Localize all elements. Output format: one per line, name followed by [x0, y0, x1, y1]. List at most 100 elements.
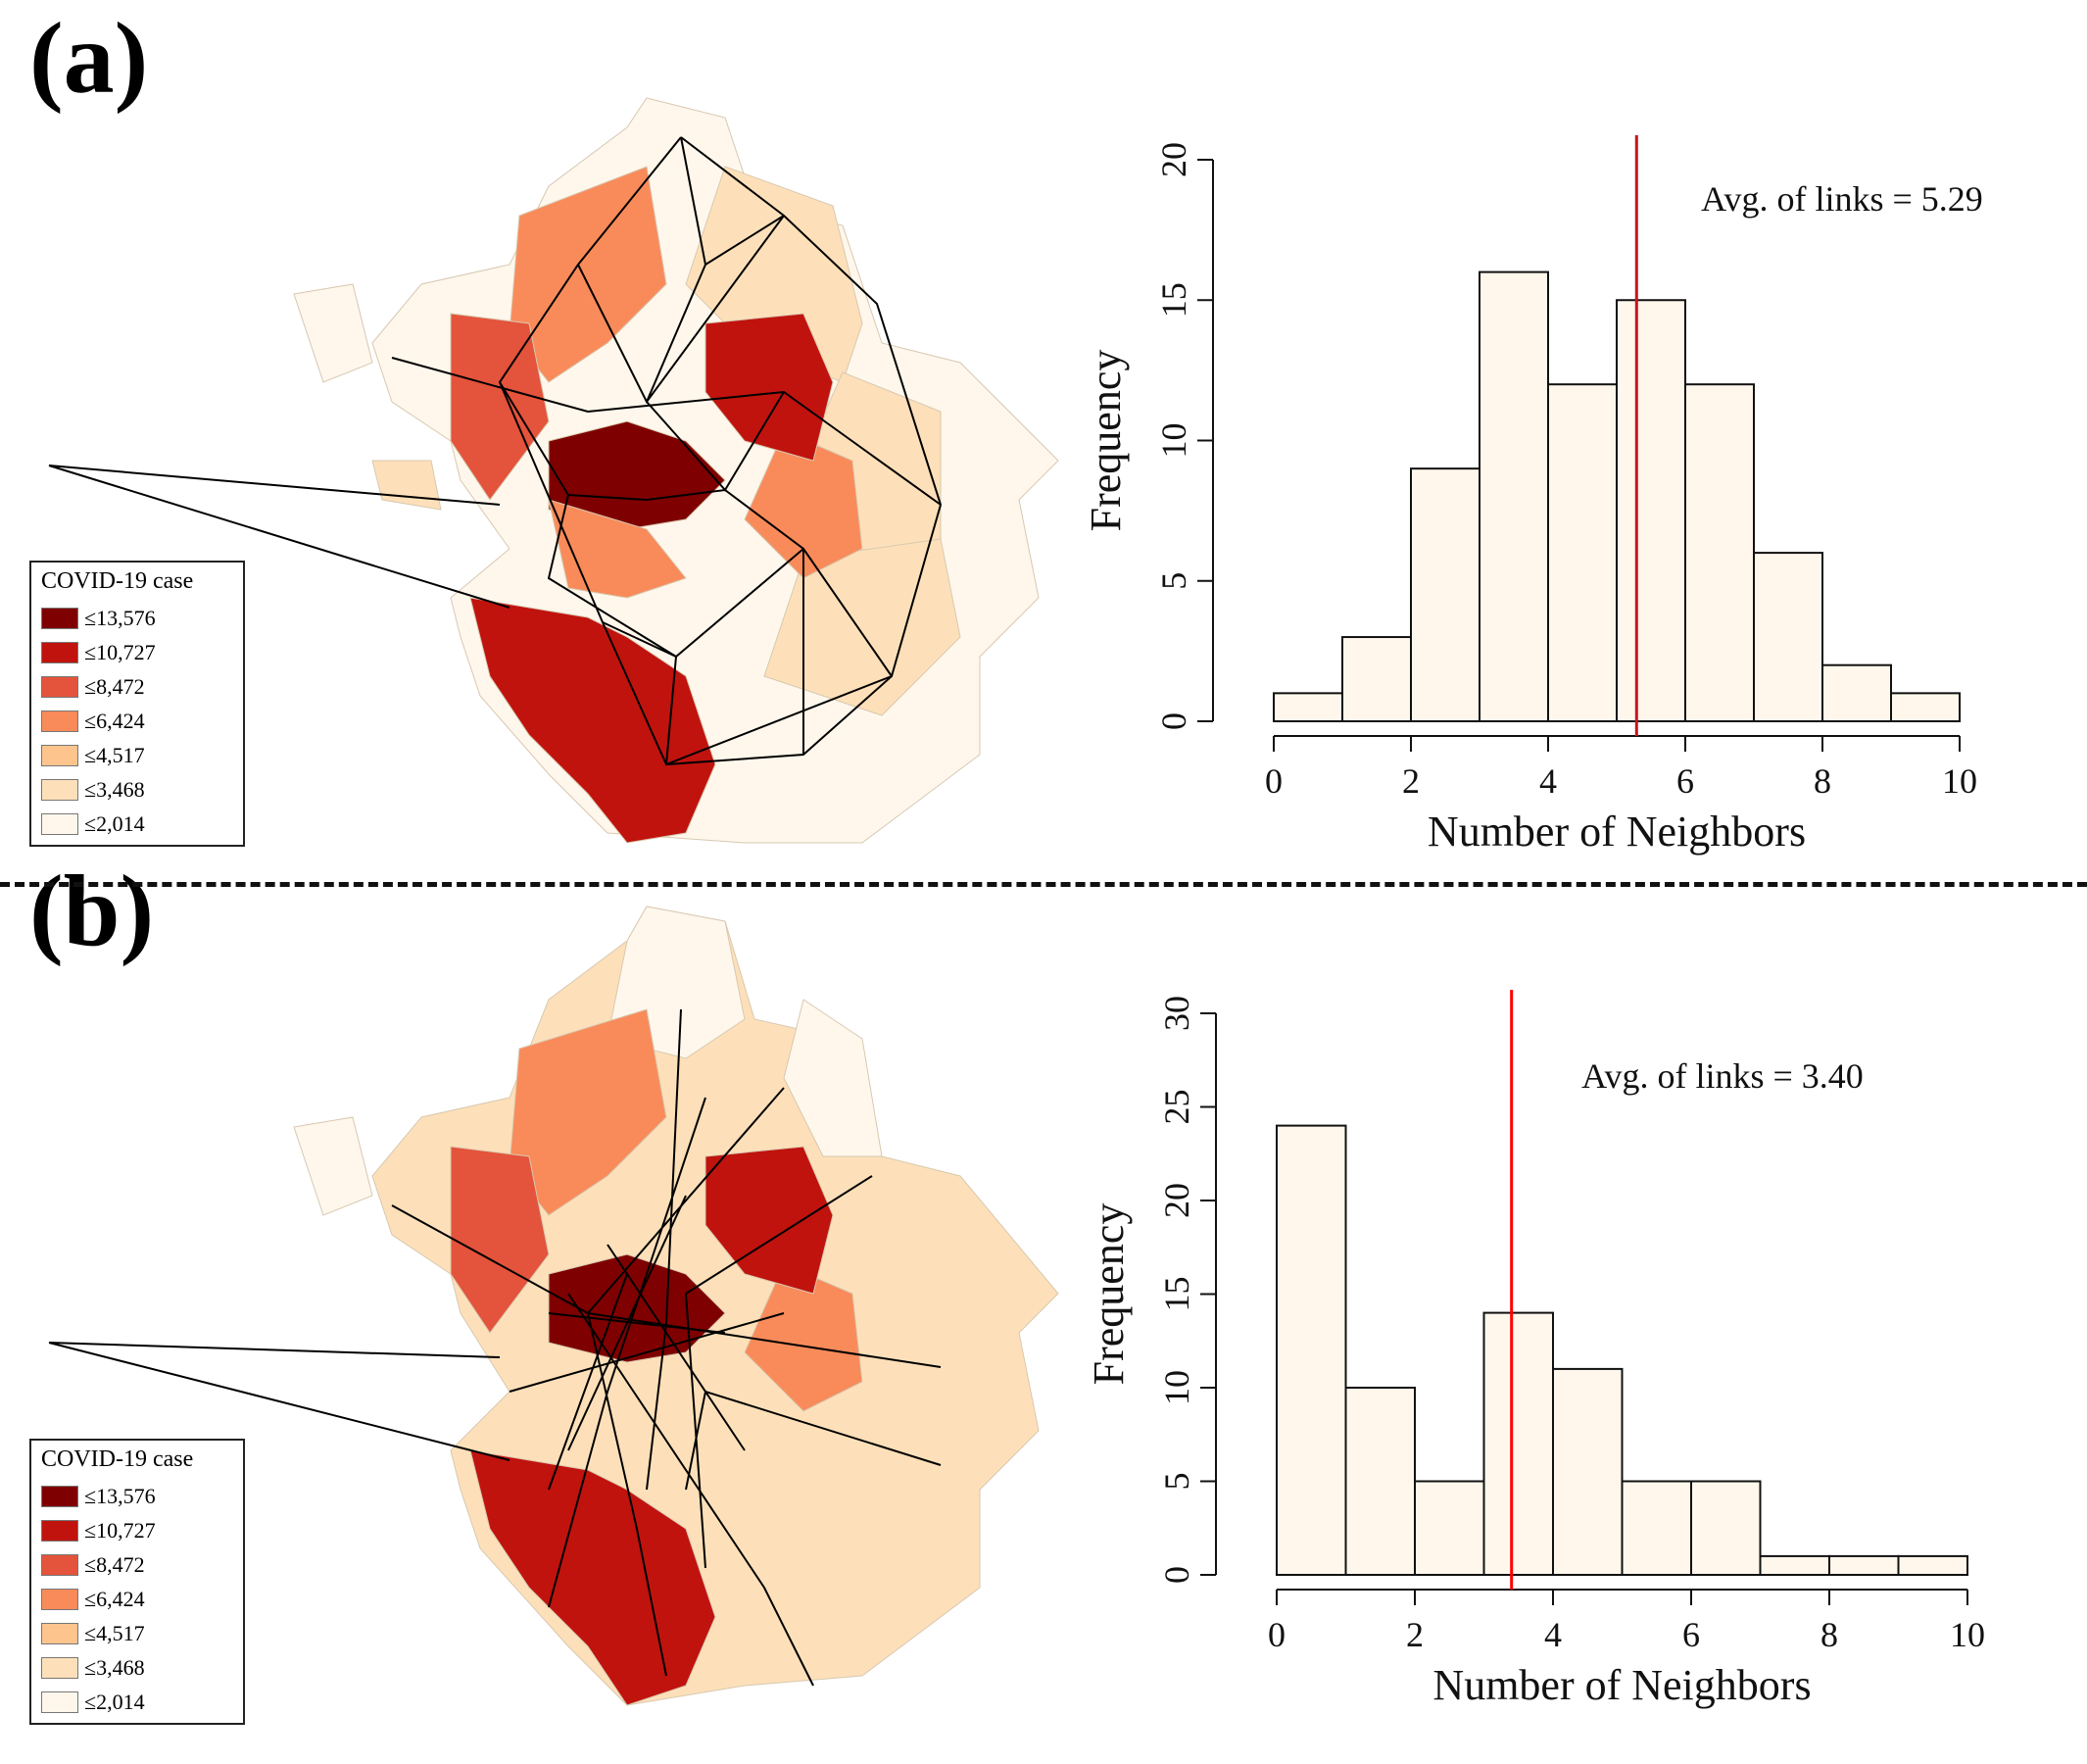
legend-item: ≤10,727 — [41, 635, 233, 669]
y-tick-label: 5 — [1157, 1473, 1196, 1491]
histogram-bar — [1273, 692, 1343, 722]
legend-item: ≤10,727 — [41, 1513, 233, 1547]
y-tick-label: 25 — [1157, 1090, 1196, 1125]
y-axis-label: Frequency — [1082, 350, 1130, 532]
legend-label: ≤3,468 — [84, 776, 145, 802]
x-tick-label: 0 — [1268, 1615, 1286, 1654]
legend-item: ≤8,472 — [41, 1547, 233, 1582]
x-tick-label: 8 — [1814, 761, 1831, 801]
legend-label: ≤8,472 — [84, 1551, 145, 1577]
legend-label: ≤10,727 — [84, 639, 156, 664]
legend-label: ≤4,517 — [84, 742, 145, 767]
legend-swatch — [41, 778, 78, 801]
histogram-bar — [1690, 1480, 1762, 1576]
x-tick-label: 10 — [1942, 761, 1977, 801]
y-tick-label: 15 — [1154, 282, 1193, 318]
x-tick-label: 2 — [1406, 1615, 1424, 1654]
x-tick-label: 4 — [1539, 761, 1557, 801]
x-axis-label: Number of Neighbors — [1432, 1661, 1811, 1709]
histogram-a: 0 5 10 15 20 0 2 4 6 8 10 Number of Neighbors Freque… — [1082, 135, 1983, 856]
y-tick-label: 5 — [1154, 572, 1193, 590]
histogram-bar — [1621, 1480, 1692, 1576]
x-axis-label: Number of Neighbors — [1428, 808, 1806, 856]
mean-annotation: Avg. of links = 3.40 — [1581, 1056, 1864, 1096]
map-regions — [293, 97, 1059, 844]
legend-title: COVID-19 case — [41, 568, 194, 594]
legend-label: ≤6,424 — [84, 708, 145, 733]
neighbor-links — [48, 1008, 942, 1687]
histogram-bar — [1482, 1311, 1554, 1576]
legend-label: ≤13,576 — [84, 605, 156, 630]
legend-swatch — [41, 675, 78, 698]
histogram-bar — [1410, 467, 1480, 722]
map-a — [48, 97, 1059, 844]
y-tick-label: 10 — [1154, 423, 1193, 459]
histogram-bar — [1897, 1554, 1968, 1577]
legend-item: ≤13,576 — [41, 1479, 233, 1513]
legend-item: ≤3,468 — [41, 1650, 233, 1685]
x-tick-label: 10 — [1950, 1615, 1985, 1654]
y-axis-label: Frequency — [1085, 1203, 1133, 1386]
x-tick-label: 6 — [1676, 761, 1694, 801]
legend-label: ≤4,517 — [84, 1620, 145, 1645]
legend-label: ≤2,014 — [84, 810, 145, 836]
panel-label-b: (b) — [29, 855, 155, 967]
legend-swatch — [41, 641, 78, 663]
legend-swatch — [41, 1553, 78, 1576]
x-tick-label: 8 — [1820, 1615, 1838, 1654]
y-tick-label: 30 — [1157, 996, 1196, 1031]
legend-swatch — [41, 1622, 78, 1644]
legend-label: ≤8,472 — [84, 673, 145, 699]
histogram-bar — [1276, 1124, 1347, 1576]
legend-swatch — [41, 1588, 78, 1610]
legend-swatch — [41, 1485, 78, 1507]
legend-item: ≤6,424 — [41, 704, 233, 738]
legend-item: ≤2,014 — [41, 807, 233, 841]
map-b — [48, 906, 1059, 1706]
legend-label: ≤6,424 — [84, 1586, 145, 1611]
histogram-bar — [1552, 1367, 1624, 1576]
histogram-bar — [1821, 663, 1892, 723]
legend-a: COVID-19 case ≤13,576 ≤10,727 ≤8,472 ≤6,424… — [29, 561, 245, 847]
histogram-bar — [1890, 692, 1961, 722]
histogram-bar — [1753, 552, 1823, 722]
dashed-divider — [0, 882, 2087, 887]
legend-b: COVID-19 case ≤13,576 ≤10,727 ≤8,472 ≤6,424… — [29, 1439, 245, 1725]
y-tick-label: 20 — [1154, 142, 1193, 177]
legend-label: ≤3,468 — [84, 1654, 145, 1680]
histogram-bar — [1828, 1554, 1900, 1577]
legend-swatch — [41, 1690, 78, 1713]
legend-swatch — [41, 1519, 78, 1542]
legend-swatch — [41, 710, 78, 732]
y-tick-label: 0 — [1154, 712, 1193, 730]
legend-title: COVID-19 case — [41, 1446, 194, 1472]
legend-item: ≤4,517 — [41, 738, 233, 772]
legend-swatch — [41, 744, 78, 766]
histogram-bar — [1547, 383, 1618, 722]
histogram-bar — [1414, 1480, 1485, 1576]
legend-item: ≤13,576 — [41, 601, 233, 635]
histogram-bar — [1341, 636, 1412, 722]
legend-swatch — [41, 1656, 78, 1679]
legend-item: ≤2,014 — [41, 1685, 233, 1719]
x-tick-label: 0 — [1265, 761, 1283, 801]
legend-label: ≤2,014 — [84, 1689, 145, 1714]
y-tick-label: 10 — [1157, 1370, 1196, 1405]
panel-label-a: (a) — [29, 2, 149, 115]
legend-swatch — [41, 812, 78, 835]
x-tick-label: 4 — [1544, 1615, 1562, 1654]
y-tick-label: 20 — [1157, 1183, 1196, 1218]
histogram-bar — [1479, 270, 1549, 722]
legend-item: ≤4,517 — [41, 1616, 233, 1650]
legend-label: ≤13,576 — [84, 1483, 156, 1508]
legend-item: ≤3,468 — [41, 772, 233, 807]
legend-item: ≤6,424 — [41, 1582, 233, 1616]
legend-label: ≤10,727 — [84, 1517, 156, 1543]
x-tick-label: 2 — [1402, 761, 1420, 801]
y-tick-label: 15 — [1157, 1277, 1196, 1312]
histogram-bar — [1684, 383, 1755, 722]
neighbor-links — [48, 136, 943, 766]
histogram-bar — [1616, 299, 1686, 722]
x-tick-label: 6 — [1682, 1615, 1700, 1654]
histogram-bar — [1344, 1387, 1416, 1576]
